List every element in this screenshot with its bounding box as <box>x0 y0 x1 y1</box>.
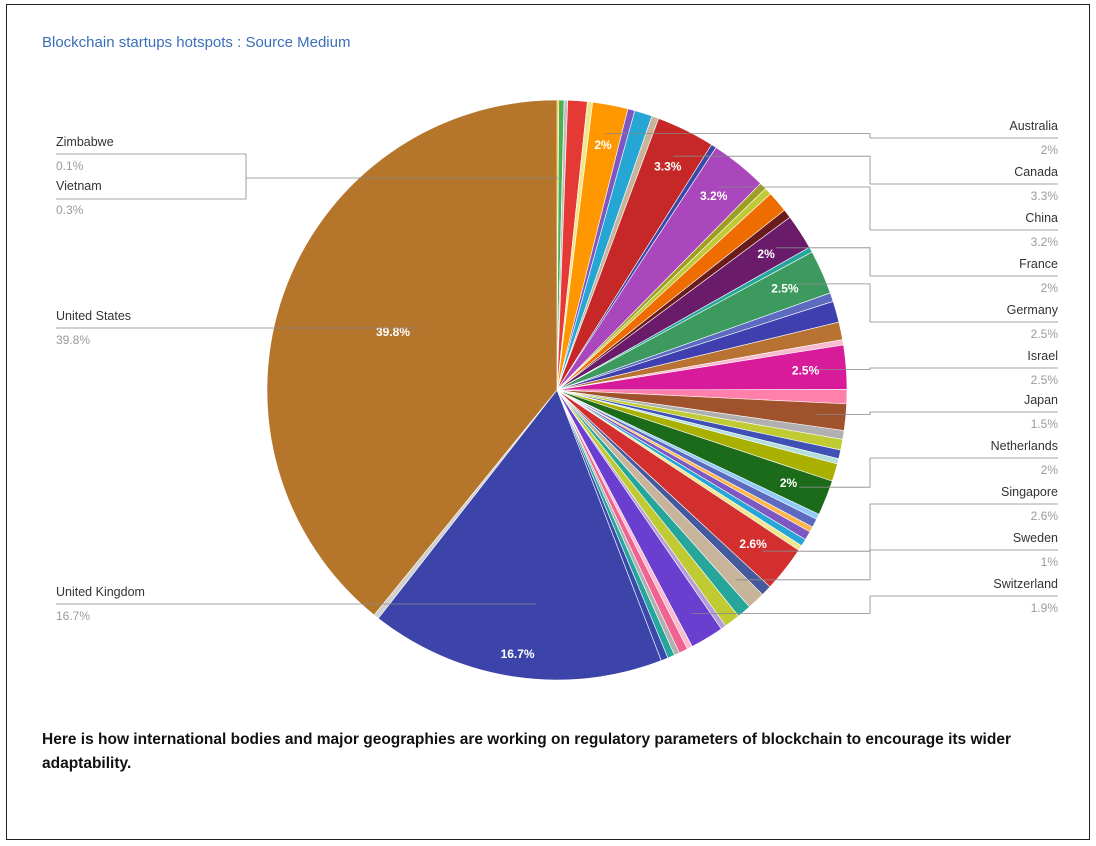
slice-data-label: 2% <box>757 247 775 261</box>
chart-title: Blockchain startups hotspots : Source Me… <box>42 34 351 51</box>
leader-line <box>56 178 247 200</box>
slice-data-label: 3.3% <box>654 160 682 174</box>
legend-value: 1.9% <box>1031 601 1059 615</box>
legend-label: Australia <box>1009 119 1058 133</box>
slice-data-label: 2.5% <box>771 282 799 296</box>
leader-line <box>605 133 1058 139</box>
leader-line <box>736 549 1058 581</box>
caption-note: Here is how international bodies and maj… <box>42 731 1011 772</box>
slice-data-label: 2% <box>780 476 798 490</box>
legend-label: France <box>1019 257 1058 271</box>
legend-value: 16.7% <box>56 609 90 623</box>
slice-data-label: 39.8% <box>376 325 410 339</box>
leader-line <box>672 155 1058 185</box>
legend-label: Zimbabwe <box>56 135 114 149</box>
legend-value: 2% <box>1041 281 1059 295</box>
leader-line <box>721 186 1058 231</box>
legend-value: 2.5% <box>1031 373 1059 387</box>
legend-value: 39.8% <box>56 333 90 347</box>
slice-data-label: 2.6% <box>739 537 767 551</box>
leader-lines <box>56 133 1058 614</box>
legend-value: 2% <box>1041 463 1059 477</box>
legend-label: United States <box>56 309 131 323</box>
legend-value: 3.3% <box>1031 189 1059 203</box>
pie-slices <box>266 99 848 681</box>
pie-slice-united-states <box>266 99 558 616</box>
legend-label: Israel <box>1027 349 1058 363</box>
legend-label: Japan <box>1024 393 1058 407</box>
legend-label: Germany <box>1007 303 1059 317</box>
leader-line <box>799 457 1058 488</box>
leader-line <box>795 283 1058 323</box>
pie-slice-united-kingdom <box>377 389 662 681</box>
legend-label: Vietnam <box>56 179 102 193</box>
legend-value: 0.3% <box>56 203 84 217</box>
slice-data-label: 2.5% <box>792 363 820 377</box>
leader-line <box>817 367 1058 370</box>
legend-label: United Kingdom <box>56 585 145 599</box>
legend-value: 1% <box>1041 555 1059 569</box>
legend-value: 2% <box>1041 143 1059 157</box>
legend-label: Netherlands <box>991 439 1058 453</box>
legend-label: Singapore <box>1001 485 1058 499</box>
leader-line <box>762 503 1058 552</box>
legend-label: China <box>1025 211 1058 225</box>
leader-line <box>775 247 1058 277</box>
slice-data-label: 16.7% <box>501 647 535 661</box>
leader-line <box>692 595 1058 614</box>
legend-value: 1.5% <box>1031 417 1059 431</box>
legend-label: Canada <box>1014 165 1058 179</box>
legend-label: Sweden <box>1013 531 1058 545</box>
slice-data-label: 2% <box>594 138 612 152</box>
legend-value: 3.2% <box>1031 235 1059 249</box>
legend-value: 0.1% <box>56 159 84 173</box>
legend-value: 2.5% <box>1031 327 1059 341</box>
slice-data-label: 3.2% <box>700 189 728 203</box>
leader-line <box>56 153 558 179</box>
legend-value: 2.6% <box>1031 509 1059 523</box>
leader-line <box>816 411 1058 416</box>
legend-label: Switzerland <box>993 577 1058 591</box>
